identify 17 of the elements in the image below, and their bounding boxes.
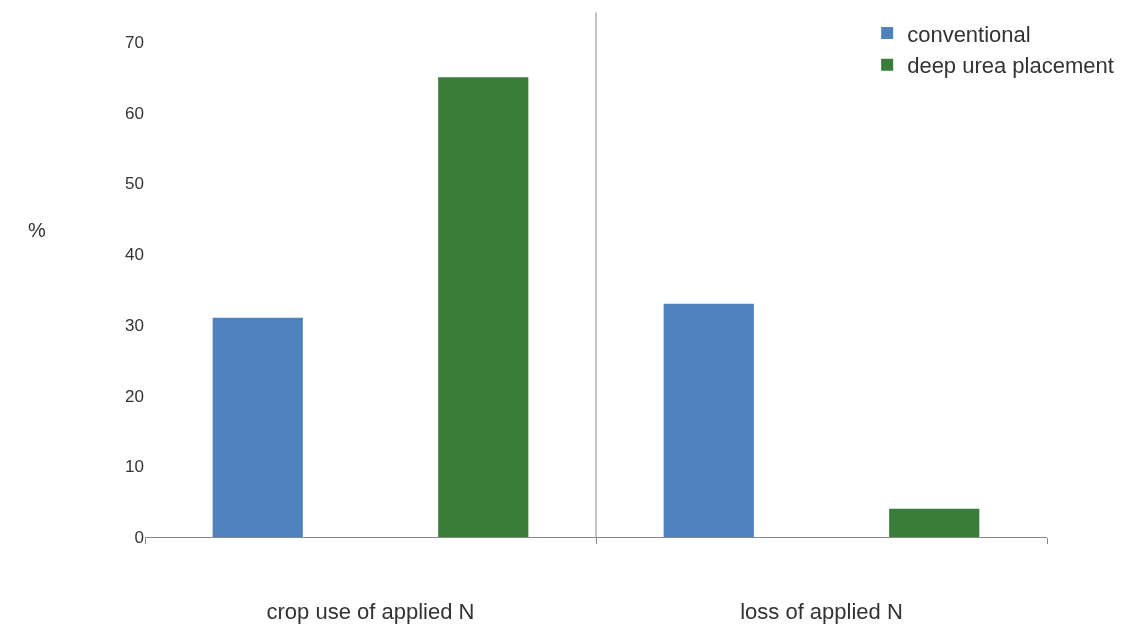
y-tick-label: 10 (125, 457, 144, 477)
legend-label: conventional (907, 21, 1031, 47)
y-axis-title: % (28, 219, 46, 241)
y-tick-label: 70 (125, 32, 144, 52)
y-tick-label: 50 (125, 174, 144, 194)
bar (663, 303, 754, 537)
bar (889, 508, 980, 537)
legend-label: deep urea placement (907, 53, 1114, 79)
y-tick-label: 60 (125, 103, 144, 123)
bar (438, 77, 529, 537)
y-tick-label: 20 (125, 386, 144, 406)
y-tick-label: 30 (125, 315, 144, 335)
y-tick-label: 0 (134, 527, 144, 547)
y-tick-label: 40 (125, 245, 144, 265)
x-tick-label: crop use of applied N (266, 599, 475, 625)
x-tick-label: loss of applied N (740, 599, 903, 625)
bar (212, 317, 303, 537)
